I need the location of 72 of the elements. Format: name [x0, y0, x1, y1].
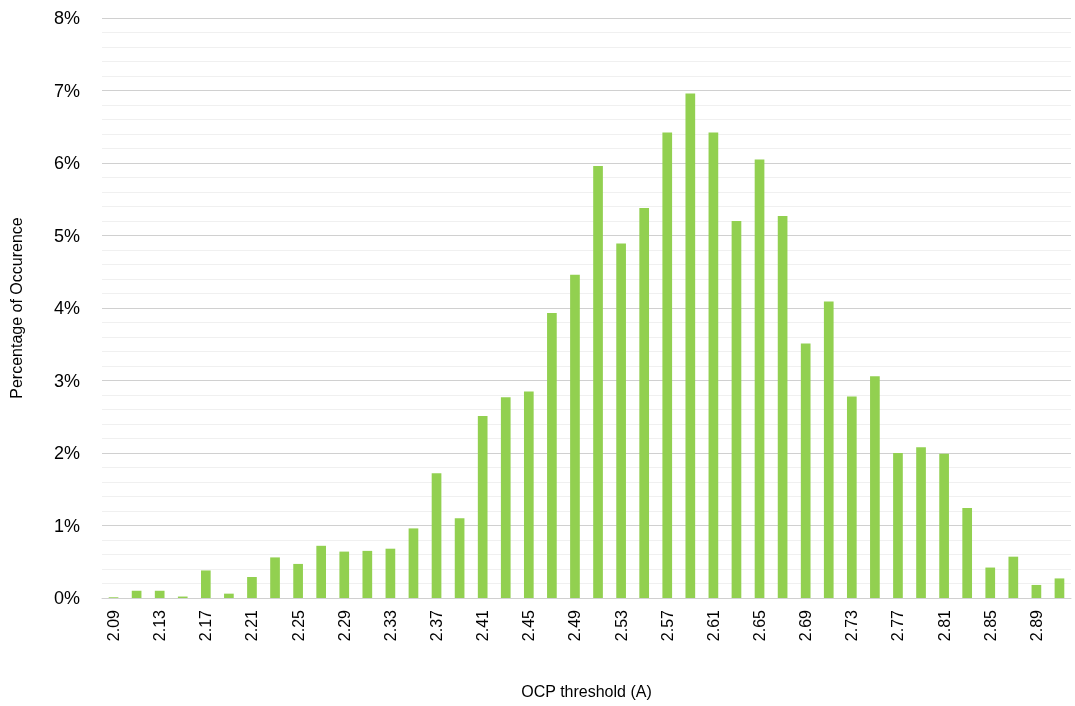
bar — [154, 590, 165, 598]
bar — [293, 563, 303, 598]
x-tick-label: 2.77 — [889, 609, 907, 642]
bar — [339, 551, 350, 598]
bar — [731, 221, 742, 598]
y-tick-label: 1% — [53, 515, 80, 536]
bar — [570, 274, 580, 598]
bar — [685, 93, 696, 598]
x-tick-label: 2.61 — [704, 609, 722, 642]
bar — [224, 593, 234, 598]
bar — [477, 416, 488, 598]
x-tick-label: 2.45 — [520, 609, 538, 642]
x-tick-label: 2.13 — [151, 609, 169, 642]
bar — [454, 518, 465, 598]
x-tick-label: 2.73 — [843, 609, 861, 642]
y-tick-label: 6% — [53, 153, 80, 173]
x-tick-label: 2.29 — [335, 609, 353, 642]
bar — [616, 243, 626, 598]
bar — [523, 391, 534, 598]
x-tick-label: 2.85 — [981, 609, 999, 642]
x-tick-label: 2.89 — [1027, 609, 1045, 642]
bar — [939, 453, 949, 598]
bar — [1008, 556, 1019, 598]
x-tick-label: 2.57 — [658, 609, 676, 642]
y-tick-label: 5% — [53, 225, 80, 246]
bar — [846, 396, 857, 598]
bar — [754, 159, 765, 598]
x-tick-label: 2.21 — [243, 609, 261, 642]
x-tick-label: 2.41 — [474, 609, 492, 642]
bar — [1054, 578, 1065, 598]
y-tick-label: 8% — [53, 8, 80, 28]
bar — [316, 545, 327, 598]
y-tick-label: 7% — [53, 80, 80, 101]
bar — [431, 473, 442, 598]
bar — [547, 313, 557, 598]
x-tick-label: 2.25 — [289, 609, 307, 642]
x-tick-label: 2.37 — [428, 609, 446, 642]
bar — [662, 132, 673, 598]
y-tick-label: 2% — [53, 443, 80, 463]
bar — [823, 301, 834, 598]
bar — [131, 590, 142, 598]
bar — [916, 447, 926, 598]
bar — [639, 207, 650, 598]
x-tick-label: 2.09 — [105, 609, 123, 642]
bar — [500, 397, 511, 598]
x-tick-label: 2.53 — [612, 609, 630, 642]
bar — [800, 343, 811, 598]
y-tick-label: 4% — [53, 298, 80, 318]
x-tick-label: 2.49 — [566, 609, 584, 642]
bar — [985, 567, 996, 598]
bar — [962, 508, 973, 598]
x-axis-title: OCP threshold (A) — [521, 682, 652, 700]
x-tick-label: 2.81 — [935, 609, 953, 642]
bar — [777, 215, 788, 598]
x-tick-label: 2.17 — [197, 609, 215, 642]
bar — [408, 528, 419, 598]
bar — [247, 576, 257, 598]
y-axis-title: Percentage of Occurence — [7, 217, 25, 399]
bar — [870, 376, 880, 598]
bar — [593, 165, 603, 598]
x-tick-label: 2.69 — [797, 609, 815, 642]
bar — [362, 550, 373, 598]
y-tick-label: 0% — [53, 588, 80, 608]
bar — [1031, 584, 1042, 598]
x-tick-label: 2.33 — [381, 609, 399, 642]
y-tick-label: 3% — [53, 370, 80, 391]
bar — [270, 557, 280, 598]
bar — [708, 132, 719, 598]
bar — [200, 570, 211, 598]
bar — [893, 453, 903, 598]
x-tick-label: 2.65 — [751, 609, 769, 642]
bar — [385, 548, 396, 598]
